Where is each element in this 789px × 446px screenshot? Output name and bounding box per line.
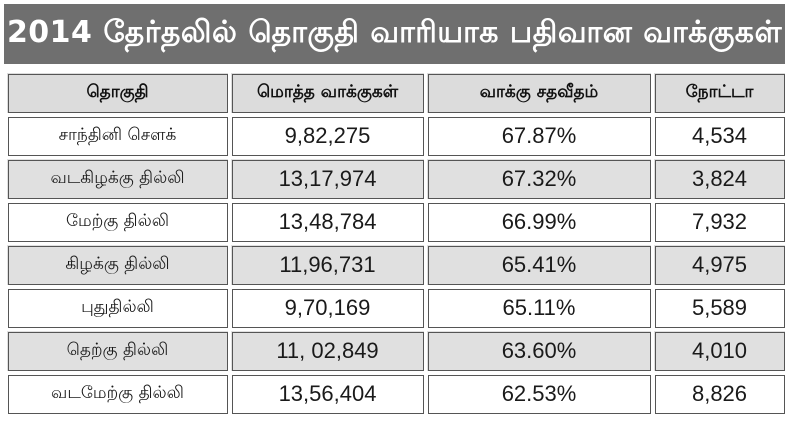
- table-row: வடமேற்கு தில்லி 13,56,404 62.53% 8,826: [4, 371, 788, 417]
- cell-vote-percentage: 65.11%: [424, 285, 654, 331]
- header-row: தொகுதி மொத்த வாக்குகள் வாக்கு சதவீதம் நோ…: [4, 70, 788, 116]
- cell-nota: 4,534: [651, 113, 788, 159]
- table-figure: 2014 தேர்தலில் தொகுதி வாரியாக பதிவான வாக…: [4, 4, 788, 442]
- column-header-constituency: தொகுதி: [4, 70, 231, 116]
- table-row: தெற்கு தில்லி 11, 02,849 63.60% 4,010: [4, 328, 788, 374]
- table-body: சாந்தினி சௌக் 9,82,275 67.87% 4,534 வடகிழக்க…: [4, 113, 788, 417]
- cell-constituency: மேற்கு தில்லி: [4, 199, 231, 245]
- cell-nota: 8,826: [651, 371, 788, 417]
- cell-constituency: கிழக்கு தில்லி: [4, 242, 231, 288]
- cell-nota: 4,975: [651, 242, 788, 288]
- cell-nota: 4,010: [651, 328, 788, 374]
- cell-vote-percentage: 66.99%: [424, 199, 654, 245]
- table-row: மேற்கு தில்லி 13,48,784 66.99% 7,932: [4, 199, 788, 245]
- cell-total-votes: 13,48,784: [228, 199, 427, 245]
- cell-vote-percentage: 65.41%: [424, 242, 654, 288]
- cell-total-votes: 11, 02,849: [228, 328, 427, 374]
- votes-table: தொகுதி மொத்த வாக்குகள் வாக்கு சதவீதம் நோ…: [4, 70, 788, 417]
- column-header-vote-percentage: வாக்கு சதவீதம்: [424, 70, 654, 116]
- cell-nota: 7,932: [651, 199, 788, 245]
- table-row: கிழக்கு தில்லி 11,96,731 65.41% 4,975: [4, 242, 788, 288]
- table-row: சாந்தினி சௌக் 9,82,275 67.87% 4,534: [4, 113, 788, 159]
- table-row: வடகிழக்கு தில்லி 13,17,974 67.32% 3,824: [4, 156, 788, 202]
- cell-constituency: வடமேற்கு தில்லி: [4, 371, 231, 417]
- cell-total-votes: 9,70,169: [228, 285, 427, 331]
- column-header-nota: நோட்டா: [651, 70, 788, 116]
- column-header-total-votes: மொத்த வாக்குகள்: [228, 70, 427, 116]
- cell-nota: 3,824: [651, 156, 788, 202]
- cell-total-votes: 13,56,404: [228, 371, 427, 417]
- cell-total-votes: 11,96,731: [228, 242, 427, 288]
- cell-total-votes: 9,82,275: [228, 113, 427, 159]
- table-row: புதுதில்லி 9,70,169 65.11% 5,589: [4, 285, 788, 331]
- cell-constituency: தெற்கு தில்லி: [4, 328, 231, 374]
- cell-constituency: சாந்தினி சௌக்: [4, 113, 231, 159]
- table-title: 2014 தேர்தலில் தொகுதி வாரியாக பதிவான வாக…: [4, 4, 785, 64]
- cell-vote-percentage: 67.87%: [424, 113, 654, 159]
- cell-vote-percentage: 63.60%: [424, 328, 654, 374]
- cell-vote-percentage: 67.32%: [424, 156, 654, 202]
- cell-total-votes: 13,17,974: [228, 156, 427, 202]
- cell-nota: 5,589: [651, 285, 788, 331]
- cell-constituency: புதுதில்லி: [4, 285, 231, 331]
- cell-constituency: வடகிழக்கு தில்லி: [4, 156, 231, 202]
- cell-vote-percentage: 62.53%: [424, 371, 654, 417]
